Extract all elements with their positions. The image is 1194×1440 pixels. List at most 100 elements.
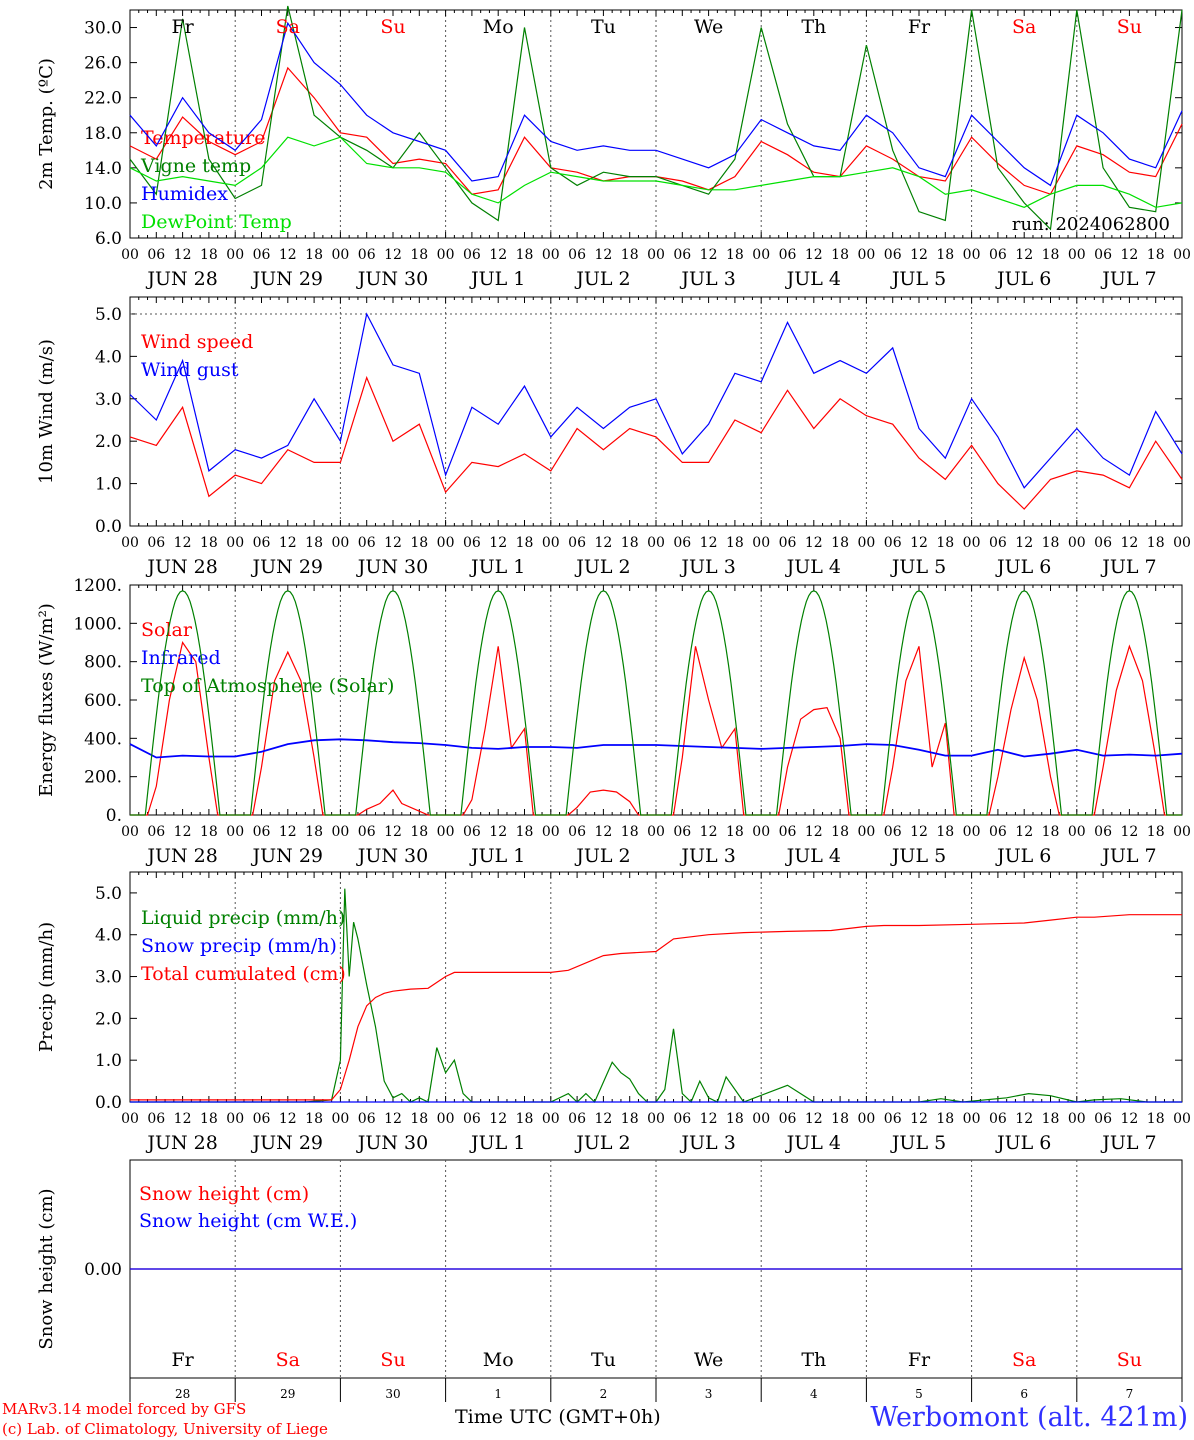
panel-3-hour-label: 06	[358, 824, 376, 840]
panel-1-dow-label: Sa	[276, 16, 300, 38]
panel-3-legend-3: Top of Atmosphere (Solar)	[141, 675, 394, 697]
panel-3-date-label: JUL 2	[574, 845, 630, 867]
panel-1-hour-label: 00	[1068, 247, 1086, 263]
panel-2-hour-label: 00	[226, 535, 244, 551]
panel-1-hour-label: 06	[147, 247, 165, 263]
panel-3-date-label: JUN 29	[251, 845, 323, 867]
panel-1-ytick-label: 26.0	[84, 54, 122, 74]
panel-1-hour-label: 18	[410, 247, 428, 263]
panel-4-series-total-cumulated-cm	[130, 914, 1182, 1101]
panel-1-hour-label: 00	[963, 247, 981, 263]
panel-4-legend-3: Total cumulated (cm)	[141, 963, 346, 985]
panel-4-ytick-label: 3.0	[95, 968, 122, 988]
panel-4-date-label: JUL 7	[1100, 1132, 1156, 1154]
panel-3-hour-label: 00	[857, 824, 875, 840]
panel-4-ytick-label: 1.0	[95, 1051, 122, 1071]
panel-1-date-label: JUL 6	[995, 268, 1051, 290]
panel-2-ytick-label: 1.0	[95, 475, 122, 495]
panel-1-run-annotation: run: 2024062800	[1012, 214, 1170, 235]
panel-2-hour-label: 12	[594, 535, 612, 551]
panel-1-hour-label: 18	[1042, 247, 1060, 263]
panel-3-hour-label: 12	[805, 824, 823, 840]
panel-2-hour-label: 18	[200, 535, 218, 551]
panel-1-hour-label: 12	[700, 247, 718, 263]
panel-3-hour-label: 00	[542, 824, 560, 840]
panel-2-hour-label: 06	[884, 535, 902, 551]
panel-1-hour-label: 12	[594, 247, 612, 263]
panel-4-hour-label: 06	[253, 1111, 271, 1127]
panel-4-hour-label: 06	[147, 1111, 165, 1127]
panel-1-hour-label: 06	[884, 247, 902, 263]
panel-2-hour-label: 18	[831, 535, 849, 551]
panel-4-date-label: JUL 2	[574, 1132, 630, 1154]
model-credit-line2: (c) Lab. of Climatology, University of L…	[2, 1420, 328, 1438]
panel-3-date-label: JUN 28	[145, 845, 217, 867]
panel-1-dow-label: Fr	[908, 16, 931, 38]
panel-1-ytick-label: 10.0	[84, 194, 122, 214]
panel-2-date-label: JUL 3	[679, 556, 735, 578]
panel-2-hour-label: 00	[121, 535, 139, 551]
panel-2-hour-label: 18	[1042, 535, 1060, 551]
panel-4-hour-label: 06	[1094, 1111, 1112, 1127]
panel-1-dow-label: Fr	[171, 16, 194, 38]
panel-3-hour-label: 06	[989, 824, 1007, 840]
panel-4-hour-label: 12	[910, 1111, 928, 1127]
panel-2-hour-label: 18	[516, 535, 534, 551]
panel-1-dow-label: We	[694, 16, 723, 38]
panel-4-hour-label: 00	[1173, 1111, 1191, 1127]
panel-2-legend-2: Wind gust	[141, 359, 239, 381]
panel-2-hour-label: 12	[279, 535, 297, 551]
panel-4-ytick-label: 2.0	[95, 1009, 122, 1029]
panel-2-date-label: JUL 4	[785, 556, 841, 578]
panel-1-date-label: JUL 1	[469, 268, 525, 290]
panel-1-date-label: JUL 5	[890, 268, 946, 290]
panel-5-day-number: 6	[1020, 1387, 1028, 1401]
panel-3-ytick-label: 1200.	[73, 576, 122, 596]
panel-2-hour-label: 18	[726, 535, 744, 551]
panel-1-hour-label: 18	[200, 247, 218, 263]
panel-3-hour-label: 12	[594, 824, 612, 840]
panel-5-dow-label: Th	[801, 1349, 826, 1371]
panel-2-hour-label: 00	[437, 535, 455, 551]
panel-3-hour-label: 06	[147, 824, 165, 840]
panel-1-ytick-label: 14.0	[84, 159, 122, 179]
panel-2-legend-1: Wind speed	[141, 331, 253, 353]
panel-2-ytick-label: 4.0	[95, 347, 122, 367]
panel-3-hour-label: 18	[410, 824, 428, 840]
panel-1-legend-1: Temperature	[141, 127, 265, 149]
panel-1-hour-label: 00	[857, 247, 875, 263]
panel-4-hour-label: 00	[857, 1111, 875, 1127]
panel-3-hour-label: 12	[700, 824, 718, 840]
panel-4-hour-label: 18	[621, 1111, 639, 1127]
panel-4-legend-1: Liquid precip (mm/h)	[141, 907, 345, 929]
panel-4-hour-label: 06	[358, 1111, 376, 1127]
panel-4-hour-label: 06	[463, 1111, 481, 1127]
panel-4-hour-label: 12	[384, 1111, 402, 1127]
panel-3-hour-label: 12	[174, 824, 192, 840]
panel-1-date-label: JUN 28	[145, 268, 217, 290]
panel-3-hour-label: 00	[226, 824, 244, 840]
panel-4-hour-label: 00	[752, 1111, 770, 1127]
panel-1-ytick-label: 6.0	[95, 229, 122, 249]
panel-1-hour-label: 06	[358, 247, 376, 263]
panel-2-hour-label: 18	[1147, 535, 1165, 551]
panel-2-hour-label: 12	[805, 535, 823, 551]
panel-1-date-label: JUL 4	[785, 268, 841, 290]
panel-3-date-label: JUL 7	[1100, 845, 1156, 867]
panel-3-hour-label: 18	[200, 824, 218, 840]
panel-1-hour-label: 18	[936, 247, 954, 263]
panel-5-day-number: 4	[810, 1387, 818, 1401]
panel-5-day-number: 7	[1126, 1387, 1134, 1401]
panel-3-legend-1: Solar	[141, 619, 193, 641]
panel-4-hour-label: 12	[594, 1111, 612, 1127]
panel-1-hour-label: 00	[331, 247, 349, 263]
panel-5-day-number: 30	[385, 1387, 400, 1401]
panel-5-ytick-label: 0.00	[84, 1260, 122, 1280]
panel-2-hour-label: 06	[1094, 535, 1112, 551]
panel-4-hour-label: 12	[489, 1111, 507, 1127]
panel-2-hour-label: 12	[1015, 535, 1033, 551]
panel-2-hour-label: 06	[358, 535, 376, 551]
panel-4-hour-label: 18	[516, 1111, 534, 1127]
panel-3-ytick-label: 200.	[84, 768, 122, 788]
